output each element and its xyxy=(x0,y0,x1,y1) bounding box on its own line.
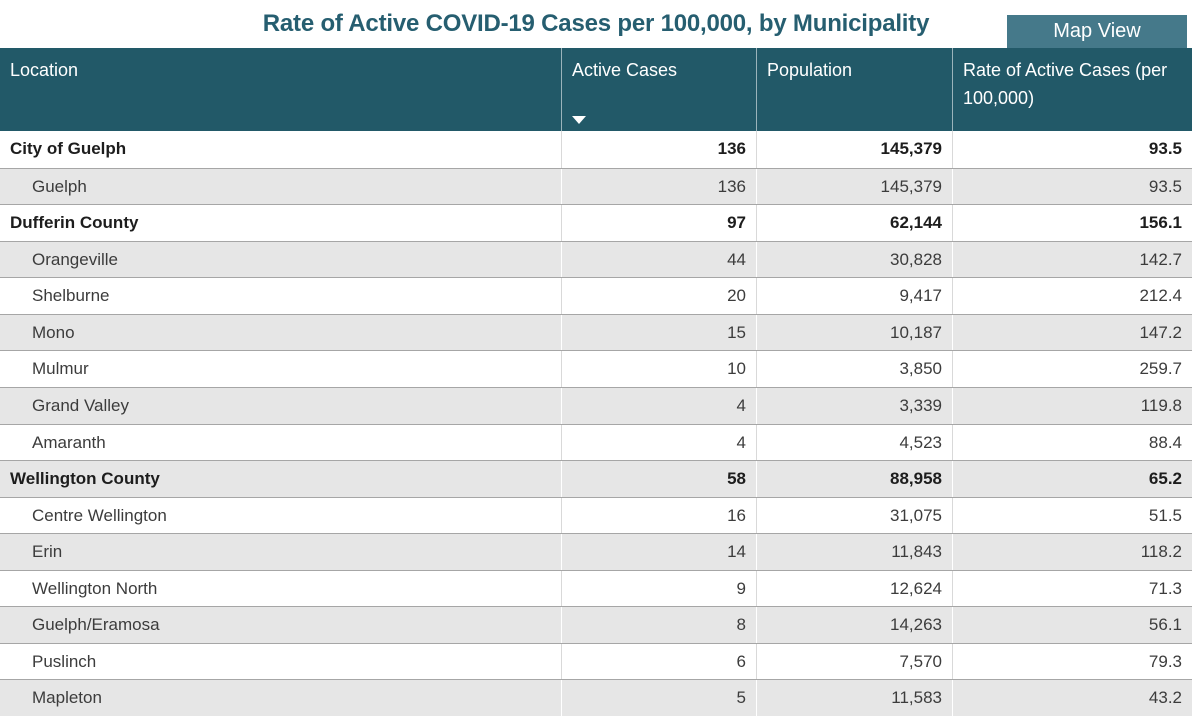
table-row[interactable]: Mono 15 10,187 147.2 xyxy=(0,313,1192,351)
cell-location: Orangeville xyxy=(0,241,562,278)
cell-active-cases: 136 xyxy=(562,168,757,205)
cell-active-cases: 4 xyxy=(562,387,757,424)
cell-population: 7,570 xyxy=(757,643,953,680)
cell-rate: 51.5 xyxy=(1148,505,1182,525)
cell-population: 145,379 xyxy=(757,131,953,168)
cell-rate: 93.5 xyxy=(1148,139,1182,158)
cell-active-cases: 4 xyxy=(562,424,757,461)
cell-location: Shelburne xyxy=(0,278,562,314)
cell-active-cases: 16 xyxy=(562,497,757,534)
cell-location: Guelph xyxy=(0,168,562,205)
cell-location: Amaranth xyxy=(0,424,562,461)
cell-rate: 71.3 xyxy=(1148,578,1182,598)
cell-location: Erin xyxy=(0,534,562,570)
sort-descending-icon xyxy=(572,116,586,124)
cell-location: Mono xyxy=(0,314,562,351)
cell-active-cases: 10 xyxy=(562,351,757,387)
column-header-rate[interactable]: Rate of Active Cases (per 100,000) xyxy=(953,48,1192,131)
cell-location: Mulmur xyxy=(0,351,562,387)
covid-rate-table: Location Active Cases Population Rate of… xyxy=(0,48,1192,716)
cell-population: 88,958 xyxy=(757,461,953,497)
table-row[interactable]: City of Guelph 136 145,379 93.5 xyxy=(0,131,1192,168)
cell-population: 62,144 xyxy=(757,205,953,241)
cell-active-cases: 9 xyxy=(562,570,757,607)
table-row[interactable]: Puslinch 6 7,570 79.3 xyxy=(0,642,1192,680)
table-row[interactable]: Mulmur 10 3,850 259.7 xyxy=(0,350,1192,387)
column-header-population-label: Population xyxy=(767,60,853,80)
cell-population: 10,187 xyxy=(757,314,953,351)
cell-location: City of Guelph xyxy=(0,131,562,168)
cell-rate: 118.2 xyxy=(1140,542,1182,562)
title-bar: Rate of Active COVID-19 Cases per 100,00… xyxy=(0,0,1192,48)
cell-rate: 65.2 xyxy=(1148,469,1182,489)
cell-population: 12,624 xyxy=(757,570,953,607)
cell-population: 3,850 xyxy=(757,351,953,387)
table-body: City of Guelph 136 145,379 93.5 Guelph 1… xyxy=(0,131,1192,716)
cell-active-cases: 136 xyxy=(562,131,757,168)
cell-active-cases: 44 xyxy=(562,241,757,278)
cell-rate: 56.1 xyxy=(1148,615,1182,635)
cell-rate: 93.5 xyxy=(1148,176,1182,196)
column-header-location-label: Location xyxy=(10,60,79,80)
table-row[interactable]: Wellington County 58 88,958 65.2 xyxy=(0,460,1192,497)
cell-active-cases: 15 xyxy=(562,314,757,351)
table-row[interactable]: Mapleton 5 11,583 43.2 xyxy=(0,679,1192,716)
table-row[interactable]: Orangeville 44 30,828 142.7 xyxy=(0,240,1192,278)
cell-population: 31,075 xyxy=(757,497,953,534)
table-row[interactable]: Dufferin County 97 62,144 156.1 xyxy=(0,204,1192,241)
table-row[interactable]: Shelburne 20 9,417 212.4 xyxy=(0,277,1192,314)
cell-population: 11,583 xyxy=(757,680,953,716)
cell-location: Guelph/Eramosa xyxy=(0,607,562,643)
cell-rate: 79.3 xyxy=(1148,651,1182,671)
cell-rate: 43.2 xyxy=(1148,688,1182,708)
column-header-active-cases-label: Active Cases xyxy=(572,60,678,80)
cell-active-cases: 58 xyxy=(562,461,757,497)
cell-rate: 119.8 xyxy=(1140,395,1182,415)
table-row[interactable]: Amaranth 4 4,523 88.4 xyxy=(0,423,1192,461)
table-row[interactable]: Centre Wellington 16 31,075 51.5 xyxy=(0,496,1192,534)
cell-location: Grand Valley xyxy=(0,387,562,424)
cell-rate: 147.2 xyxy=(1139,322,1182,342)
cell-active-cases: 5 xyxy=(562,680,757,716)
cell-active-cases: 14 xyxy=(562,534,757,570)
table-row[interactable]: Erin 14 11,843 118.2 xyxy=(0,533,1192,570)
table-row[interactable]: Guelph/Eramosa 8 14,263 56.1 xyxy=(0,606,1192,643)
cell-active-cases: 8 xyxy=(562,607,757,643)
cell-population: 11,843 xyxy=(757,534,953,570)
cell-location: Puslinch xyxy=(0,643,562,680)
cell-rate: 259.7 xyxy=(1139,359,1182,379)
cell-rate: 142.7 xyxy=(1139,249,1182,269)
cell-rate: 156.1 xyxy=(1139,213,1182,233)
column-header-rate-label: Rate of Active Cases (per 100,000) xyxy=(963,60,1168,108)
cell-active-cases: 20 xyxy=(562,278,757,314)
cell-rate: 212.4 xyxy=(1139,286,1182,306)
column-header-location[interactable]: Location xyxy=(0,48,562,131)
cell-population: 3,339 xyxy=(757,387,953,424)
cell-location: Dufferin County xyxy=(0,205,562,241)
cell-population: 9,417 xyxy=(757,278,953,314)
cell-location: Centre Wellington xyxy=(0,497,562,534)
cell-location: Mapleton xyxy=(0,680,562,716)
cell-rate: 88.4 xyxy=(1148,432,1182,452)
table-row[interactable]: Grand Valley 4 3,339 119.8 xyxy=(0,386,1192,424)
page-title: Rate of Active COVID-19 Cases per 100,00… xyxy=(262,10,930,37)
cell-population: 4,523 xyxy=(757,424,953,461)
cell-active-cases: 6 xyxy=(562,643,757,680)
cell-active-cases: 97 xyxy=(562,205,757,241)
cell-location: Wellington County xyxy=(0,461,562,497)
cell-population: 30,828 xyxy=(757,241,953,278)
cell-population: 14,263 xyxy=(757,607,953,643)
table-header-row: Location Active Cases Population Rate of… xyxy=(0,48,1192,131)
table-row[interactable]: Guelph 136 145,379 93.5 xyxy=(0,167,1192,205)
cell-location: Wellington North xyxy=(0,570,562,607)
table-row[interactable]: Wellington North 9 12,624 71.3 xyxy=(0,569,1192,607)
cell-population: 145,379 xyxy=(757,168,953,205)
column-header-active-cases[interactable]: Active Cases xyxy=(562,48,757,131)
map-view-button[interactable]: Map View xyxy=(1007,15,1187,48)
column-header-population[interactable]: Population xyxy=(757,48,953,131)
